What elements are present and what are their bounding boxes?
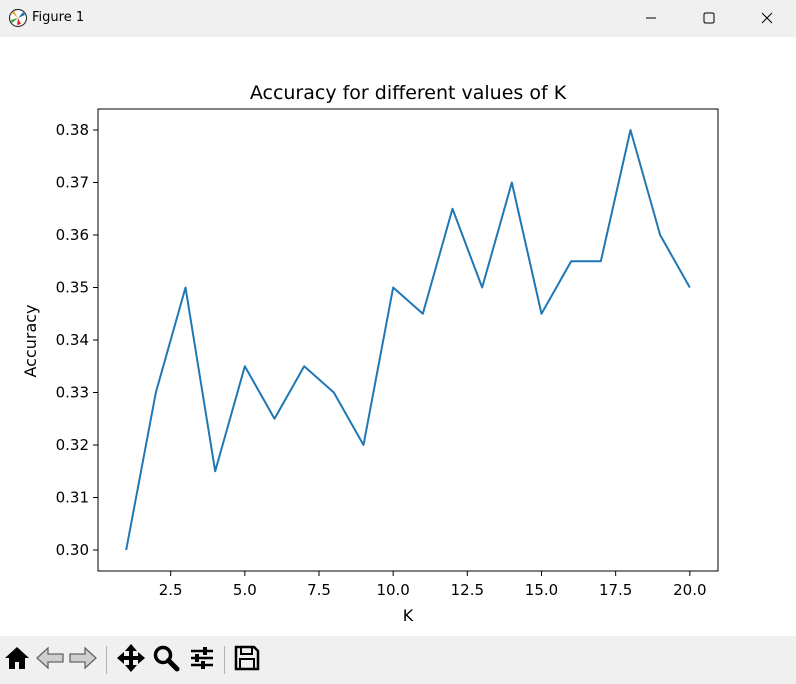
save-button[interactable] [230, 643, 264, 677]
toolbar-separator [106, 646, 107, 674]
window-titlebar: Figure 1 [0, 0, 796, 37]
configure-subplots-icon [188, 644, 216, 676]
y-axis-label: Accuracy [21, 304, 40, 377]
y-tick-label: 0.33 [56, 384, 89, 402]
close-icon [761, 9, 773, 28]
figure-canvas[interactable]: Accuracy for different values of K 2.5 5.… [0, 37, 796, 636]
matplotlib-icon [8, 8, 28, 28]
zoom-button[interactable] [149, 643, 183, 677]
accuracy-line-chart: Accuracy for different values of K 2.5 5.… [21, 82, 719, 625]
forward-button[interactable] [66, 643, 100, 677]
y-tick-label: 0.37 [56, 174, 89, 192]
x-tick-label: 12.5 [451, 581, 484, 599]
window-title: Figure 1 [32, 10, 85, 25]
x-axis-ticks: 2.5 5.0 7.5 10.0 12.5 15.0 17.5 20.0 [159, 571, 707, 599]
y-tick-label: 0.32 [56, 436, 89, 454]
accuracy-series-line [125, 129, 691, 551]
x-tick-label: 5.0 [233, 581, 257, 599]
plot-frame [97, 108, 719, 572]
series-group [125, 129, 691, 551]
x-tick-label: 17.5 [599, 581, 632, 599]
back-icon [35, 644, 65, 676]
save-icon [233, 644, 261, 676]
pan-icon [116, 643, 146, 677]
maximize-icon [703, 9, 715, 28]
y-tick-label: 0.36 [56, 226, 89, 244]
home-icon [3, 644, 31, 676]
maximize-button[interactable] [680, 0, 738, 37]
y-tick-label: 0.38 [56, 121, 89, 139]
y-tick-label: 0.35 [56, 279, 89, 297]
back-button[interactable] [33, 643, 67, 677]
toolbar-separator [224, 646, 225, 674]
close-button[interactable] [738, 0, 796, 37]
configure-subplots-button[interactable] [185, 643, 219, 677]
zoom-icon [152, 644, 180, 676]
x-tick-label: 2.5 [159, 581, 183, 599]
x-axis-label: K [403, 606, 414, 625]
y-tick-label: 0.31 [56, 489, 89, 507]
minimize-icon [645, 9, 657, 28]
minimize-button[interactable] [622, 0, 680, 37]
forward-icon [68, 644, 98, 676]
x-tick-label: 20.0 [673, 581, 706, 599]
y-tick-label: 0.34 [56, 331, 89, 349]
chart-title: Accuracy for different values of K [250, 82, 567, 104]
y-axis-ticks: 0.30 0.31 0.32 0.33 0.34 0.35 0.36 0.37 0.38 [56, 121, 98, 559]
pan-button[interactable] [114, 643, 148, 677]
navigation-toolbar [0, 636, 796, 684]
x-tick-label: 10.0 [376, 581, 409, 599]
y-tick-label: 0.30 [56, 541, 89, 559]
x-tick-label: 7.5 [307, 581, 331, 599]
x-tick-label: 15.0 [525, 581, 558, 599]
home-button[interactable] [0, 643, 34, 677]
